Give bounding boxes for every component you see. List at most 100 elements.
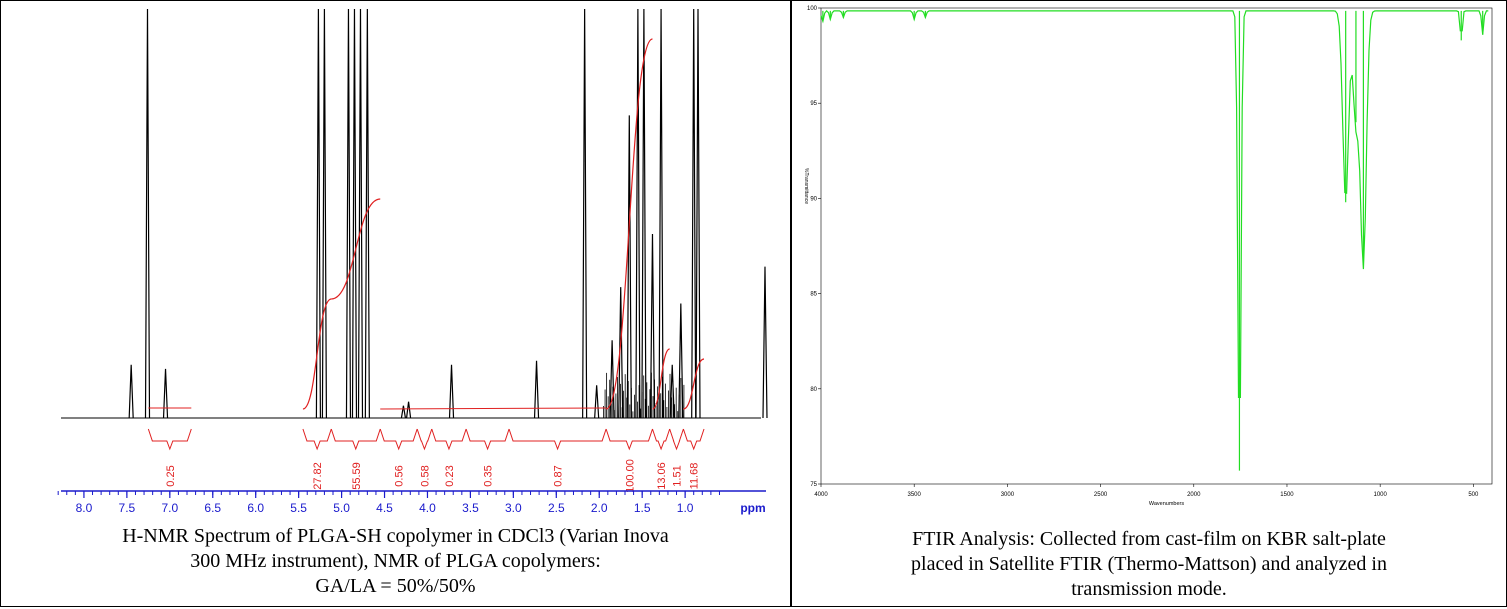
nmr-integral-bracket — [652, 428, 671, 451]
nmr-panel: 0.25 27.82 55.59 0.56 0.58 0.23 0.35 0.87 100.00… — [0, 0, 791, 607]
nmr-peak — [357, 8, 364, 419]
ftir-trace — [820, 10, 1489, 398]
nmr-peak — [321, 8, 328, 419]
nmr-peak — [144, 8, 151, 419]
ftir-caption-line-2: placed in Satellite FTIR (Thermo-Mattson… — [911, 553, 1387, 575]
nmr-integral-bracket — [508, 428, 607, 451]
nmr-peak — [582, 8, 588, 419]
nmr-integral-bracket — [379, 428, 418, 451]
nmr-caption-line-3: GA/LA = 50%/50% — [315, 575, 476, 597]
nmr-peak — [345, 8, 352, 419]
ftir-x-tick-label: 4000 — [814, 492, 828, 498]
nmr-integral-label: 0.23 — [444, 465, 456, 486]
ftir-x-tick-label: 3500 — [908, 492, 922, 498]
nmr-peak — [448, 364, 455, 419]
nmr-peak — [658, 8, 664, 419]
nmr-integral-curve — [683, 358, 705, 410]
nmr-peak — [364, 8, 370, 419]
nmr-spectrum-chart: 0.25 27.82 55.59 0.56 0.58 0.23 0.35 0.87 100.00… — [57, 8, 768, 515]
ftir-y-tick-label: 100 — [807, 6, 818, 12]
nmr-x-tick-label: 3.0 — [505, 501, 522, 515]
nmr-x-tick-label: 1.0 — [677, 501, 694, 515]
ftir-spectrum-chart: 4000 3500 3000 2500 2000 1500 1000 500 75 80 85 90 9… — [803, 6, 1493, 507]
nmr-x-tick-label: 3.5 — [462, 501, 479, 515]
nmr-integral-bracket — [431, 428, 467, 451]
nmr-integral-flat — [380, 407, 607, 410]
nmr-integral-label: 0.35 — [483, 465, 495, 486]
ftir-x-tick-label: 2000 — [1187, 492, 1201, 498]
ftir-y-axis-label: %Transmittance — [803, 168, 809, 204]
nmr-integral-label: 27.82 — [312, 462, 324, 490]
nmr-peak — [678, 303, 684, 419]
nmr-peak — [669, 364, 675, 419]
ftir-x-tick-label: 1000 — [1373, 492, 1387, 498]
nmr-peak — [162, 368, 169, 419]
nmr-caption-line-2: 300 MHz instrument), NMR of PLGA copolym… — [190, 550, 601, 572]
ftir-x-tick-label: 2500 — [1094, 492, 1108, 498]
nmr-integral-curve — [302, 298, 332, 410]
nmr-peak — [691, 8, 697, 419]
nmr-peak — [351, 8, 358, 419]
nmr-peak — [405, 401, 412, 419]
nmr-integral-label: 0.58 — [419, 465, 431, 486]
nmr-x-tick-label: 6.0 — [247, 501, 264, 515]
ftir-y-tick-label: 95 — [810, 101, 817, 107]
nmr-peak — [762, 266, 768, 419]
nmr-integral-bracket — [330, 428, 381, 451]
nmr-caption-line-1: H-NMR Spectrum of PLGA-SH copolymer in C… — [122, 525, 669, 547]
nmr-x-tick-label: 2.5 — [548, 501, 565, 515]
ftir-x-axis-label: Wavenumbers — [1149, 501, 1185, 507]
nmr-integral-bracket — [465, 428, 510, 451]
nmr-integral-label: 0.87 — [553, 465, 565, 486]
nmr-integral-label: 55.59 — [351, 462, 363, 490]
nmr-x-axis-label: ppm — [740, 501, 765, 515]
nmr-integral-curve — [331, 198, 381, 300]
nmr-peak — [618, 287, 624, 419]
nmr-integral-label: 13.06 — [656, 462, 668, 490]
ftir-panel: 4000 3500 3000 2500 2000 1500 1000 500 75 80 85 90 9… — [791, 0, 1507, 607]
nmr-x-tick-label: 8.0 — [76, 501, 93, 515]
nmr-peak — [626, 115, 632, 419]
nmr-x-tick-label: 5.5 — [290, 501, 307, 515]
nmr-peak — [128, 364, 134, 419]
nmr-peak — [609, 340, 615, 419]
nmr-peak — [695, 8, 701, 419]
ftir-caption-line-3: transmission mode. — [1071, 578, 1227, 600]
nmr-x-tick-label: 4.0 — [419, 501, 436, 515]
ftir-plot-frame — [820, 7, 1493, 485]
nmr-x-tick-label: 4.5 — [376, 501, 393, 515]
nmr-x-tick-label: 7.5 — [119, 501, 136, 515]
nmr-peak — [641, 8, 647, 419]
nmr-x-tick-label: 1.5 — [634, 501, 651, 515]
nmr-peak — [635, 8, 641, 419]
nmr-integral-label: 0.25 — [165, 465, 177, 486]
nmr-peak — [315, 8, 321, 419]
nmr-integral-label: 0.56 — [394, 465, 406, 486]
nmr-integral-bracket — [302, 428, 332, 451]
nmr-peak — [533, 360, 540, 419]
ftir-y-tick-label: 75 — [810, 482, 817, 488]
nmr-x-tick-label: 6.5 — [204, 501, 221, 515]
nmr-integral-curve — [651, 348, 671, 410]
ftir-y-tick-label: 80 — [810, 387, 817, 393]
ftir-y-tick-label: 85 — [810, 292, 817, 298]
nmr-integral-bracket — [147, 428, 192, 451]
ftir-x-tick-label: 500 — [1468, 492, 1479, 498]
nmr-integral-bracket — [416, 428, 433, 451]
ftir-y-tick-label: 90 — [810, 196, 817, 202]
nmr-integral-bracket — [669, 428, 684, 451]
nmr-peak — [594, 385, 600, 419]
nmr-peak — [400, 405, 407, 419]
nmr-integral-bracket — [605, 428, 653, 451]
nmr-x-tick-label: 5.0 — [333, 501, 350, 515]
ftir-caption-line-1: FTIR Analysis: Collected from cast-film … — [912, 528, 1386, 550]
nmr-integral-bracket — [682, 428, 705, 451]
nmr-integral-label: 100.00 — [624, 459, 636, 493]
ftir-x-tick-label: 1500 — [1280, 492, 1294, 498]
nmr-integral-label: 1.51 — [672, 465, 684, 486]
nmr-integral-label: 11.68 — [689, 463, 701, 490]
nmr-caption: H-NMR Spectrum of PLGA-SH copolymer in C… — [1, 524, 790, 599]
nmr-peak — [649, 233, 656, 419]
nmr-x-tick-label: 2.0 — [591, 501, 608, 515]
nmr-integral-curve — [605, 38, 654, 410]
